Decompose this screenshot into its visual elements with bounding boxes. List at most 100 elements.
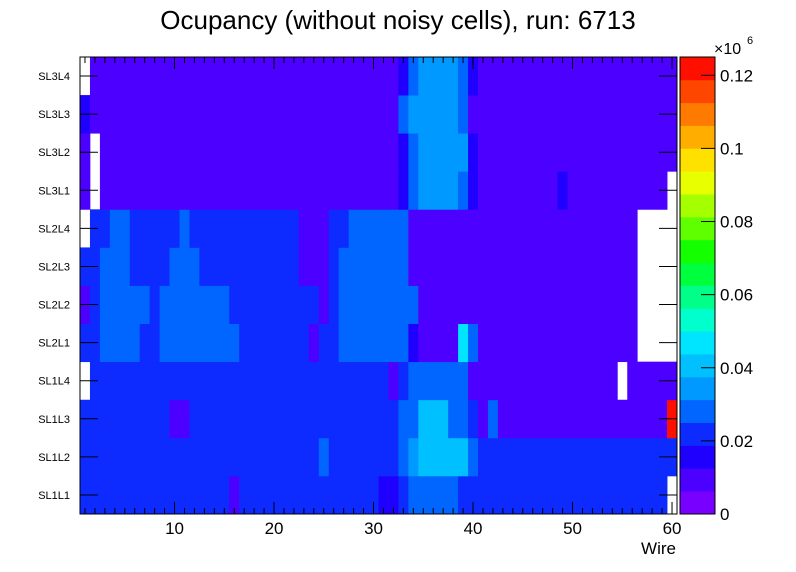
heatmap-cell (89, 95, 399, 134)
heatmap-cell (99, 285, 151, 324)
heatmap-cell (239, 323, 310, 363)
heatmap-cell (129, 247, 170, 286)
heatmap-cell (398, 437, 409, 477)
heatmap-cell (80, 475, 230, 515)
heatmap-cell (298, 209, 330, 248)
heatmap-cell (408, 323, 419, 363)
heatmap-cell (378, 475, 399, 515)
heatmap-cell (527, 209, 539, 248)
colorbar-swatch (680, 308, 715, 332)
heatmap-cell (468, 323, 479, 363)
heatmap-cell (398, 171, 409, 210)
heatmap-cell (468, 399, 479, 439)
z-tick-label: 0.12 (720, 66, 753, 85)
y-tick-label: SL3L4 (38, 71, 70, 83)
heatmap-cell (129, 209, 180, 248)
x-tick-label: 10 (165, 519, 184, 538)
heatmap-cell (418, 399, 449, 439)
heatmap-cell (408, 247, 519, 286)
colorbar-swatch (680, 399, 715, 423)
y-tick-label: SL3L3 (38, 109, 70, 121)
colorbar-swatch (680, 171, 715, 195)
heatmap-cell (229, 285, 320, 324)
colorbar-swatch (680, 331, 715, 355)
heatmap-cell (99, 247, 131, 286)
heatmap-cell (338, 323, 409, 363)
heatmap-cell (99, 171, 399, 210)
heatmap-cell (458, 323, 469, 363)
heatmap-cell (298, 247, 330, 286)
heatmap-cell (89, 209, 111, 248)
heatmap-cell (537, 209, 568, 248)
heatmap-cell (487, 399, 499, 439)
heatmap-cell (408, 437, 419, 477)
z-multiplier-label: ×10 (714, 41, 741, 58)
colorbar-swatch (680, 354, 715, 378)
colorbar-swatch (680, 239, 715, 264)
heatmap-cell (468, 171, 479, 210)
y-tick-label: SL1L3 (38, 414, 70, 426)
heatmap-cell (328, 209, 350, 248)
heatmap-cell (478, 323, 638, 363)
colorbar-swatch (680, 216, 715, 241)
heatmap-cell (458, 437, 469, 477)
heatmap-cell (338, 285, 419, 324)
heatmap-cell (338, 247, 409, 286)
y-tick-label: SL2L3 (38, 261, 70, 273)
plot-frame (79, 56, 678, 515)
z-tick-label: 0.04 (720, 359, 753, 378)
heatmap-cell (80, 437, 320, 477)
heatmap-cell (497, 399, 668, 439)
heatmap-cell (408, 95, 459, 134)
heatmap-cell (468, 437, 479, 477)
heatmap-cell (169, 247, 200, 286)
heatmap-cell (169, 399, 190, 439)
colorbar-swatch (680, 285, 715, 309)
x-tick-label: 20 (265, 519, 284, 538)
heatmap-cell (418, 133, 469, 172)
heatmap-cell (139, 323, 160, 363)
heatmap-cell (408, 361, 469, 401)
heatmap-cell (398, 475, 409, 515)
x-tick-label: 40 (464, 519, 483, 538)
heatmap-cells (80, 57, 678, 515)
heatmap-cell (179, 209, 190, 248)
heatmap-cell (89, 361, 389, 401)
heatmap-cell (468, 133, 479, 172)
heatmap-cell (308, 323, 320, 363)
y-tick-label: SL1L4 (38, 376, 70, 388)
heatmap-cell (478, 133, 648, 172)
heatmap-cell (398, 133, 409, 172)
heatmap-cell (418, 171, 459, 210)
heatmap-cell (418, 57, 459, 96)
z-exponent-label: 6 (747, 35, 753, 47)
colorbar-swatch (680, 491, 715, 515)
heatmap-cell (458, 95, 469, 134)
heatmap-cell (458, 57, 469, 96)
heatmap-cell (99, 133, 399, 172)
heatmap-cell (189, 209, 300, 248)
heatmap-cell (517, 95, 648, 134)
heatmap-cell (458, 171, 469, 210)
heatmap-cell (478, 57, 658, 96)
colorbar-swatch (680, 468, 715, 492)
heatmap-cell (468, 361, 618, 401)
heatmap-cell (408, 171, 419, 210)
heatmap-cell (159, 285, 230, 324)
heatmap-cell (478, 437, 678, 477)
y-tick-label: SL2L1 (38, 338, 70, 350)
heatmap-cell (398, 57, 409, 96)
heatmap-cell (159, 323, 240, 363)
heatmap-cell (527, 247, 638, 286)
z-tick-label: 0.02 (720, 432, 753, 451)
heatmap-cell (408, 133, 419, 172)
heatmap-cell (398, 95, 409, 134)
z-axis-multiplier: ×10 6 (714, 35, 753, 58)
colorbar-swatch (680, 57, 715, 81)
heatmap-cell (398, 399, 419, 439)
y-tick-label: SL2L2 (38, 300, 70, 312)
chart-title: Ocupancy (without noisy cells), run: 671… (160, 5, 635, 35)
heatmap-cell (557, 171, 568, 210)
heatmap-cell (348, 209, 409, 248)
heatmap-cell (408, 57, 419, 96)
